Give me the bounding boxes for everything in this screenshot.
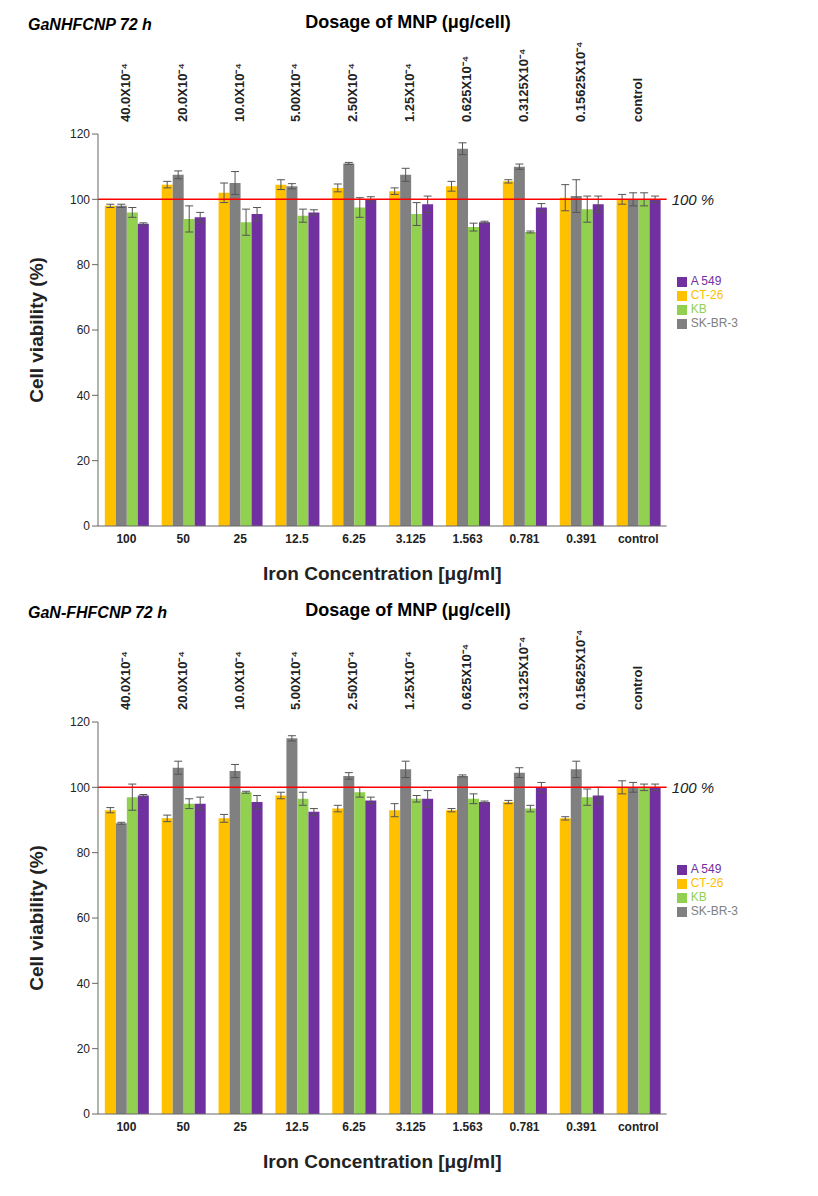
svg-text:5.00X10⁻⁴: 5.00X10⁻⁴ xyxy=(288,651,303,710)
html-text:A 549: A 549 xyxy=(690,862,722,876)
svg-text:12.5: 12.5 xyxy=(285,1120,309,1134)
svg-text:120: 120 xyxy=(70,715,90,729)
svg-text:60: 60 xyxy=(77,911,91,925)
html-text:Dosage of MNP (μg/cell): Dosage of MNP (μg/cell) xyxy=(305,600,511,620)
svg-text:Iron Concentration [μg/ml]: Iron Concentration [μg/ml] xyxy=(263,1151,502,1172)
svg-text:0: 0 xyxy=(83,1107,90,1121)
svg-text:Iron Concentration [μg/ml]: Iron Concentration [μg/ml] xyxy=(263,563,502,584)
html-text:CT-26: CT-26 xyxy=(690,288,724,302)
svg-text:100: 100 xyxy=(116,532,136,546)
svg-text:100: 100 xyxy=(116,1120,136,1134)
html-text:GaN-FHFCNP 72 h: GaN-FHFCNP 72 h xyxy=(28,604,167,621)
html-text:SK-BR-3: SK-BR-3 xyxy=(690,316,738,330)
svg-text:100 %: 100 % xyxy=(672,779,715,796)
svg-text:40: 40 xyxy=(77,389,91,403)
html-text:Dosage of MNP (μg/cell): Dosage of MNP (μg/cell) xyxy=(305,12,511,32)
svg-text:80: 80 xyxy=(77,258,91,272)
svg-text:25: 25 xyxy=(233,532,247,546)
svg-text:20.0X10⁻⁴: 20.0X10⁻⁴ xyxy=(175,63,190,122)
svg-text:6.25: 6.25 xyxy=(342,1120,366,1134)
svg-text:0.391: 0.391 xyxy=(566,1120,596,1134)
svg-text:40.0X10⁻⁴: 40.0X10⁻⁴ xyxy=(118,651,133,710)
svg-text:20.0X10⁻⁴: 20.0X10⁻⁴ xyxy=(175,651,190,710)
svg-text:60: 60 xyxy=(77,323,91,337)
html-text:GaNHFCNP 72 h: GaNHFCNP 72 h xyxy=(28,16,152,33)
svg-text:1.563: 1.563 xyxy=(453,532,483,546)
svg-text:40: 40 xyxy=(77,977,91,991)
svg-text:50: 50 xyxy=(177,532,191,546)
svg-text:80: 80 xyxy=(77,846,91,860)
svg-text:0.15625X10⁻⁴: 0.15625X10⁻⁴ xyxy=(573,629,588,710)
svg-text:20: 20 xyxy=(77,454,91,468)
svg-text:1.563: 1.563 xyxy=(453,1120,483,1134)
svg-text:0.3125X10⁻⁴: 0.3125X10⁻⁴ xyxy=(516,637,531,710)
svg-text:2.50X10⁻⁴: 2.50X10⁻⁴ xyxy=(345,63,360,122)
svg-text:0.391: 0.391 xyxy=(566,532,596,546)
svg-text:0.625X10⁻⁴: 0.625X10⁻⁴ xyxy=(459,56,474,122)
svg-text:3.125: 3.125 xyxy=(396,1120,426,1134)
svg-text:6.25: 6.25 xyxy=(342,532,366,546)
svg-text:20: 20 xyxy=(77,1042,91,1056)
html-text:KB: KB xyxy=(690,302,707,316)
html-text:CT-26: CT-26 xyxy=(690,876,724,890)
svg-text:100: 100 xyxy=(70,193,90,207)
svg-text:control: control xyxy=(630,666,645,710)
svg-text:Cell viability (%): Cell viability (%) xyxy=(26,257,47,403)
svg-text:2.50X10⁻⁴: 2.50X10⁻⁴ xyxy=(345,651,360,710)
svg-text:5.00X10⁻⁴: 5.00X10⁻⁴ xyxy=(288,63,303,122)
svg-text:0.3125X10⁻⁴: 0.3125X10⁻⁴ xyxy=(516,49,531,122)
html-text:A 549: A 549 xyxy=(690,274,722,288)
svg-text:1.25X10⁻⁴: 1.25X10⁻⁴ xyxy=(402,651,417,710)
svg-text:100: 100 xyxy=(70,781,90,795)
svg-text:10.0X10⁻⁴: 10.0X10⁻⁴ xyxy=(232,63,247,122)
svg-text:Cell viability (%): Cell viability (%) xyxy=(26,845,47,991)
svg-text:3.125: 3.125 xyxy=(396,532,426,546)
html-text:KB: KB xyxy=(690,890,707,904)
svg-text:1.25X10⁻⁴: 1.25X10⁻⁴ xyxy=(402,63,417,122)
svg-text:10.0X10⁻⁴: 10.0X10⁻⁴ xyxy=(232,651,247,710)
svg-text:120: 120 xyxy=(70,127,90,141)
svg-text:50: 50 xyxy=(177,1120,191,1134)
svg-text:0.781: 0.781 xyxy=(509,532,539,546)
svg-text:0: 0 xyxy=(83,519,90,533)
svg-text:100 %: 100 % xyxy=(672,191,715,208)
svg-text:0.625X10⁻⁴: 0.625X10⁻⁴ xyxy=(459,644,474,710)
svg-text:0.781: 0.781 xyxy=(509,1120,539,1134)
svg-text:control: control xyxy=(618,1120,659,1134)
svg-text:12.5: 12.5 xyxy=(285,532,309,546)
svg-text:25: 25 xyxy=(233,1120,247,1134)
svg-text:control: control xyxy=(630,78,645,122)
svg-text:0.15625X10⁻⁴: 0.15625X10⁻⁴ xyxy=(573,41,588,122)
svg-text:control: control xyxy=(618,532,659,546)
html-text:SK-BR-3: SK-BR-3 xyxy=(690,904,738,918)
svg-text:40.0X10⁻⁴: 40.0X10⁻⁴ xyxy=(118,63,133,122)
